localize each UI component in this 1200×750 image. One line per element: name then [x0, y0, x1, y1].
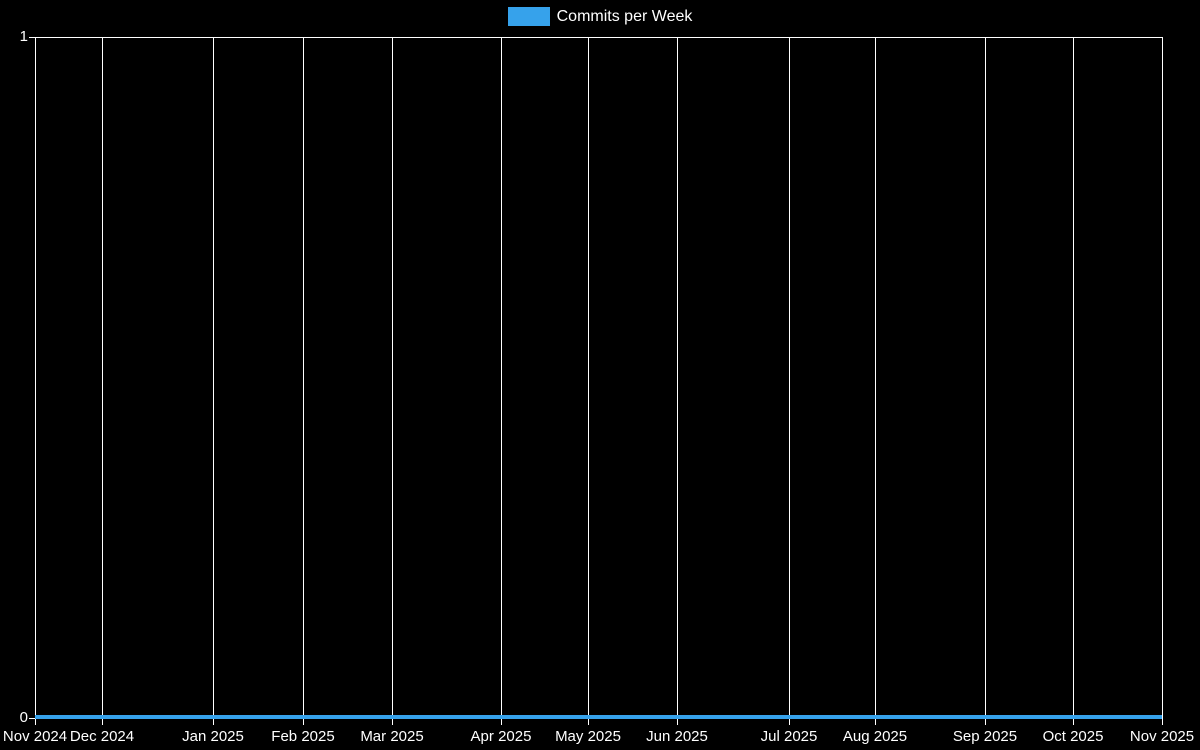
plot-area: [29, 37, 1163, 725]
x-tick-label: Nov 2025: [1129, 728, 1195, 745]
x-tick-label: Apr 2025: [470, 728, 532, 745]
x-gridline: [213, 37, 214, 725]
y-tick-label: 0: [19, 709, 28, 726]
chart-legend[interactable]: Commits per Week: [0, 7, 1200, 26]
x-tick-label: Aug 2025: [842, 728, 908, 745]
x-tick-label: Sep 2025: [952, 728, 1018, 745]
x-gridline: [985, 37, 986, 725]
x-gridline: [501, 37, 502, 725]
x-gridline: [789, 37, 790, 725]
legend-label: Commits per Week: [556, 8, 693, 25]
x-tick-label: Jul 2025: [760, 728, 818, 745]
legend-swatch-icon: [507, 7, 550, 26]
x-tick-label: Nov 2024: [2, 728, 68, 745]
x-tick-label: May 2025: [555, 728, 621, 745]
y-tick-label: 1: [19, 28, 28, 45]
x-gridline: [1073, 37, 1074, 725]
x-gridline: [303, 37, 304, 725]
x-gridline: [1162, 37, 1163, 725]
x-gridline: [35, 37, 36, 725]
x-tick-label: Jun 2025: [646, 728, 708, 745]
y-tick-mark: [29, 37, 35, 38]
x-gridline: [677, 37, 678, 725]
x-gridline: [875, 37, 876, 725]
x-gridline: [392, 37, 393, 725]
gridline-top: [29, 37, 1162, 38]
x-tick-label: Oct 2025: [1042, 728, 1104, 745]
x-tick-label: Dec 2024: [69, 728, 135, 745]
x-tick-label: Jan 2025: [182, 728, 244, 745]
data-line-series: [35, 715, 1162, 719]
x-gridline: [588, 37, 589, 725]
x-tick-label: Feb 2025: [271, 728, 335, 745]
y-tick-mark: [29, 718, 35, 719]
x-gridline: [102, 37, 103, 725]
x-tick-label: Mar 2025: [360, 728, 424, 745]
